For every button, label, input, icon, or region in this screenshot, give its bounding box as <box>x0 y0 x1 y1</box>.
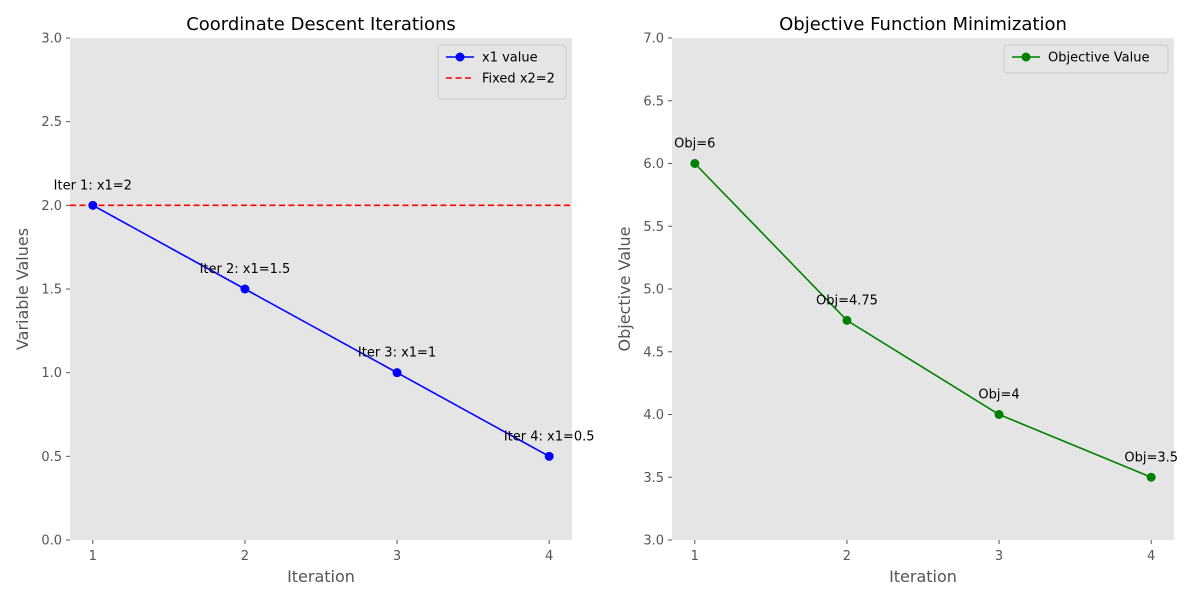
left-y-tick-label: 1.0 <box>41 366 62 381</box>
left-y-tick-label: 2.0 <box>41 199 62 214</box>
right-x-tick-label: 4 <box>1147 549 1155 564</box>
right-data-point <box>690 159 700 168</box>
right-legend-box <box>1003 44 1169 74</box>
right-data-annotation: Obj=3.5 <box>1124 450 1178 465</box>
left-data-point <box>392 368 402 378</box>
left-y-tick-label: 0.0 <box>41 534 62 549</box>
left-y-tick-label: 3.0 <box>41 32 62 47</box>
left-x-tick-label: 1 <box>89 549 97 564</box>
left-x-tick-label: 2 <box>241 549 249 564</box>
left-data-annotation: Iter 1: x1=2 <box>54 178 132 193</box>
left-data-point <box>88 200 98 210</box>
left-series-line <box>92 204 550 458</box>
right-plot-area <box>672 38 1174 540</box>
left-x-tick-label: 4 <box>545 549 553 564</box>
right-data-annotation: Obj=6 <box>674 137 715 152</box>
left-data-point <box>240 284 250 294</box>
right-legend-marker-swatch <box>1021 52 1031 62</box>
right-legend-label: Objective Value <box>1048 51 1149 66</box>
left-data-annotation: Iter 2: x1=1.5 <box>200 262 291 277</box>
right-y-tick-label: 4.0 <box>643 408 664 423</box>
right-y-tick-label: 5.5 <box>643 220 664 235</box>
right-data-annotation: Obj=4.75 <box>816 293 878 308</box>
right-series-line <box>694 162 1152 478</box>
left-chart-y-axis-label: Variable Values <box>13 228 32 350</box>
right-chart-panel: Objective Function Minimization Iteratio… <box>615 14 1178 586</box>
right-y-tick-label: 6.5 <box>643 94 664 109</box>
right-y-tick-label: 5.0 <box>643 283 664 298</box>
right-y-tick-label: 3.5 <box>643 471 664 486</box>
left-data-annotation: Iter 4: x1=0.5 <box>504 429 595 444</box>
right-y-tick-label: 7.0 <box>643 32 664 47</box>
right-legend: Objective Value <box>1003 44 1169 74</box>
right-data-point <box>994 410 1004 419</box>
right-y-tick-label: 6.0 <box>643 157 664 172</box>
left-chart-x-axis-label: Iteration <box>287 567 355 586</box>
left-legend: x1 value Fixed x2=2 <box>437 44 567 100</box>
right-data-point <box>842 315 852 325</box>
left-legend-label: Fixed x2=2 <box>482 72 555 87</box>
right-data-annotation: Obj=4 <box>978 388 1019 403</box>
right-chart-title: Objective Function Minimization <box>779 14 1067 35</box>
right-chart-x-axis-label: Iteration <box>889 567 957 586</box>
left-legend-marker-swatch <box>455 52 465 62</box>
right-data-point <box>1146 472 1156 482</box>
left-y-tick-label: 1.5 <box>41 283 62 298</box>
left-data-point <box>544 451 554 461</box>
right-x-tick-label: 2 <box>843 549 851 564</box>
left-data-annotation: Iter 3: x1=1 <box>358 346 436 361</box>
left-plot-area <box>70 38 572 540</box>
left-legend-label: x1 value <box>482 51 538 66</box>
right-chart-y-axis-label: Objective Value <box>615 227 634 352</box>
right-y-tick-label: 3.0 <box>643 534 664 549</box>
left-x-tick-label: 3 <box>393 549 401 564</box>
left-y-tick-label: 2.5 <box>41 115 62 130</box>
right-x-tick-label: 1 <box>691 549 699 564</box>
left-legend-box <box>437 44 567 100</box>
right-x-tick-label: 3 <box>995 549 1003 564</box>
right-y-tick-label: 4.5 <box>643 345 664 360</box>
left-chart-panel: Coordinate Descent Iterations Iteration … <box>13 14 595 586</box>
left-y-tick-label: 0.5 <box>41 450 62 465</box>
left-chart-title: Coordinate Descent Iterations <box>186 14 456 35</box>
